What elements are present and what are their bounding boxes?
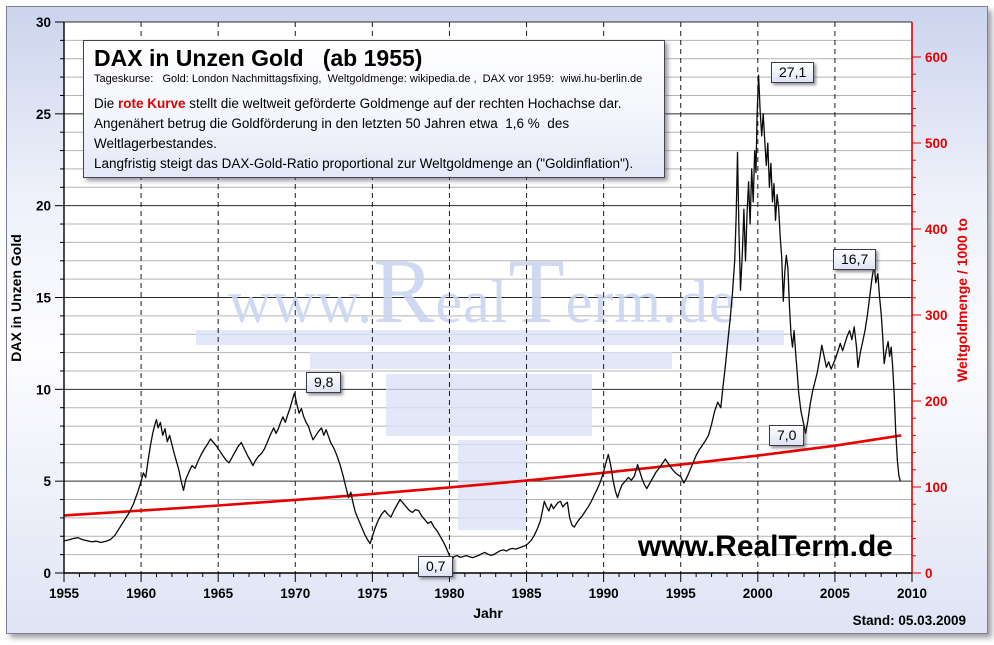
y-right-tick-label: 200 — [925, 394, 948, 409]
info-line-4: Langfristig steigt das DAX-Gold-Ratio pr… — [94, 156, 634, 171]
x-tick-label: 1985 — [512, 586, 543, 601]
red-curve-highlight: rote Kurve — [118, 96, 186, 111]
watermark: www.RealTerm.de — [196, 240, 784, 530]
info-line-1: Die rote Kurve stellt die weltweit geför… — [94, 96, 622, 111]
x-axis-title: Jahr — [473, 605, 503, 621]
x-tick-label: 2000 — [743, 586, 773, 601]
chart-title: DAX in Unzen Gold (ab 1955) — [94, 45, 423, 71]
value-callout: 9,8 — [306, 372, 342, 393]
watermark-text: www.RealTerm.de — [228, 240, 737, 342]
y-left-tick-label: 0 — [43, 566, 51, 581]
y-right-tick-label: 300 — [925, 308, 948, 323]
x-tick-label: 1960 — [126, 586, 156, 601]
y-right-tick-label: 400 — [925, 222, 948, 237]
brand-text: www.RealTerm.de — [637, 530, 893, 563]
value-callout: 27,1 — [771, 62, 815, 83]
watermark-block — [196, 330, 784, 345]
x-tick-label: 1975 — [357, 586, 388, 601]
x-tick-label: 1995 — [666, 586, 697, 601]
y-left-axis-title: DAX in Unzen Gold — [8, 234, 24, 362]
watermark-block — [386, 374, 592, 436]
y-right-axis-title: Weltgoldmenge / 1000 to — [954, 218, 970, 382]
title-box: DAX in Unzen Gold (ab 1955) Tageskurse: … — [83, 40, 665, 178]
axis-ticks: 1955 1960 1965 1970 1975 1980 1985 1990 1995 2000… — [36, 15, 948, 601]
x-tick-label: 2010 — [897, 586, 927, 601]
y-left-tick-label: 20 — [36, 199, 51, 214]
y-left-tick-label: 30 — [36, 15, 51, 30]
value-callout: 0,7 — [418, 556, 454, 577]
y-left-tick-label: 10 — [36, 382, 51, 397]
x-tick-label: 1980 — [434, 586, 464, 601]
info-text: Die rote Kurve stellt die weltweit geför… — [94, 94, 654, 174]
value-callout: 16,7 — [833, 249, 877, 270]
y-right-tick-label: 600 — [925, 50, 948, 65]
gold-quantity-curve — [63, 434, 902, 517]
x-tick-label: 1970 — [280, 586, 310, 601]
x-tick-label: 1965 — [203, 586, 234, 601]
dax-gold-curve — [63, 74, 902, 561]
chart-subtitle: Tageskurse: Gold: London Nachmittagsfixi… — [94, 73, 643, 85]
y-left-tick-label: 25 — [36, 107, 52, 122]
y-left-tick-label: 5 — [43, 474, 51, 489]
stand-date-label: Stand: 05.03.2009 — [852, 613, 966, 628]
y-left-tick-label: 15 — [36, 291, 52, 306]
watermark-block — [310, 352, 672, 369]
info-line-3: Weltlagerbestandes. — [94, 136, 217, 151]
value-callout: 7,0 — [769, 425, 805, 446]
y-right-tick-label: 500 — [925, 136, 948, 151]
info-line-2: Angenähert betrug die Goldförderung in d… — [94, 116, 570, 131]
y-right-tick-label: 0 — [925, 566, 933, 581]
x-tick-label: 1955 — [49, 586, 80, 601]
x-tick-label: 1990 — [589, 586, 619, 601]
x-tick-label: 2005 — [820, 586, 851, 601]
y-right-tick-label: 100 — [925, 480, 948, 495]
